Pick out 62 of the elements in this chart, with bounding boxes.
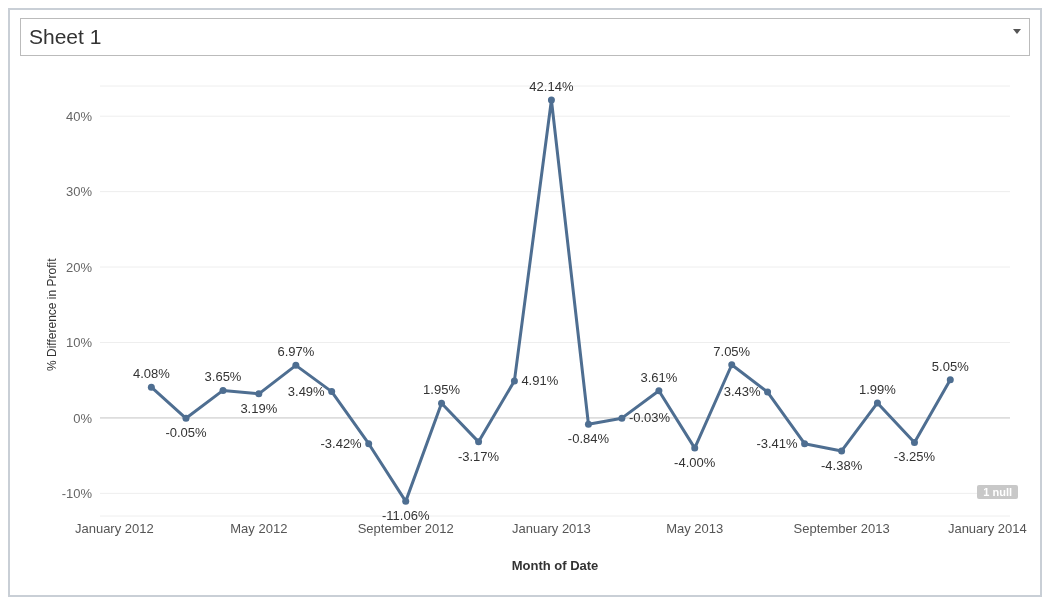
data-label: 3.61% xyxy=(640,369,678,385)
data-label: 1.95% xyxy=(423,382,461,398)
point xyxy=(365,440,373,448)
y-tick-label: 20% xyxy=(65,259,93,275)
y-tick-label: 10% xyxy=(65,335,93,351)
data-label: 3.49% xyxy=(287,383,326,399)
x-tick-label: September 2012 xyxy=(357,521,454,537)
x-tick-label: January 2012 xyxy=(74,521,154,537)
x-tick-label: January 2014 xyxy=(947,521,1027,537)
x-tick-label: September 2013 xyxy=(793,521,890,537)
point xyxy=(946,376,954,384)
point xyxy=(475,438,483,446)
data-label: -0.03% xyxy=(628,410,671,426)
data-label: -0.05% xyxy=(165,425,208,441)
point xyxy=(219,386,227,394)
data-label: 1.99% xyxy=(859,381,897,397)
x-tick-label: May 2012 xyxy=(230,521,288,537)
y-tick-label: 0% xyxy=(73,410,93,426)
point xyxy=(873,399,881,407)
data-label: 5.05% xyxy=(931,358,970,374)
point xyxy=(547,96,555,104)
data-label: 4.91% xyxy=(521,372,559,388)
data-label: -11.06% xyxy=(381,508,430,524)
chart-title: Sheet 1 xyxy=(29,25,102,49)
point xyxy=(584,420,592,428)
point xyxy=(510,377,518,385)
y-tick-label: 40% xyxy=(65,108,93,124)
point xyxy=(728,361,736,369)
x-tick-label: January 2013 xyxy=(512,521,591,537)
y-axis-title: % Difference in Profit xyxy=(45,257,60,371)
point xyxy=(328,388,336,396)
data-label: 42.14% xyxy=(529,79,574,95)
y-tick-label: -10% xyxy=(61,485,93,501)
point xyxy=(618,414,626,422)
data-label: 7.05% xyxy=(713,343,751,359)
point xyxy=(910,438,918,446)
data-label: 6.97% xyxy=(277,344,315,360)
data-label: 3.43% xyxy=(723,384,761,400)
data-label: 3.19% xyxy=(240,400,278,416)
point xyxy=(801,440,809,448)
data-label: -0.84% xyxy=(567,431,610,447)
x-axis-title: Month of Date xyxy=(511,558,599,573)
point xyxy=(147,383,155,391)
data-label: -3.42% xyxy=(320,435,363,451)
point xyxy=(764,388,772,396)
point xyxy=(438,399,446,407)
point xyxy=(292,361,300,369)
point xyxy=(655,387,663,395)
data-label: -4.38% xyxy=(821,457,863,473)
point xyxy=(838,447,846,455)
data-label: -3.17% xyxy=(457,448,500,464)
y-tick-label: 30% xyxy=(65,184,93,200)
data-label: -4.00% xyxy=(674,455,716,471)
point xyxy=(691,444,699,452)
data-label: -3.25% xyxy=(893,449,936,465)
data-label: -3.41% xyxy=(756,435,799,451)
point xyxy=(402,497,410,505)
point xyxy=(255,390,263,398)
point xyxy=(182,414,190,422)
data-label: 3.65% xyxy=(204,369,242,385)
x-tick-label: May 2013 xyxy=(666,521,724,537)
data-label: 4.08% xyxy=(132,366,171,382)
